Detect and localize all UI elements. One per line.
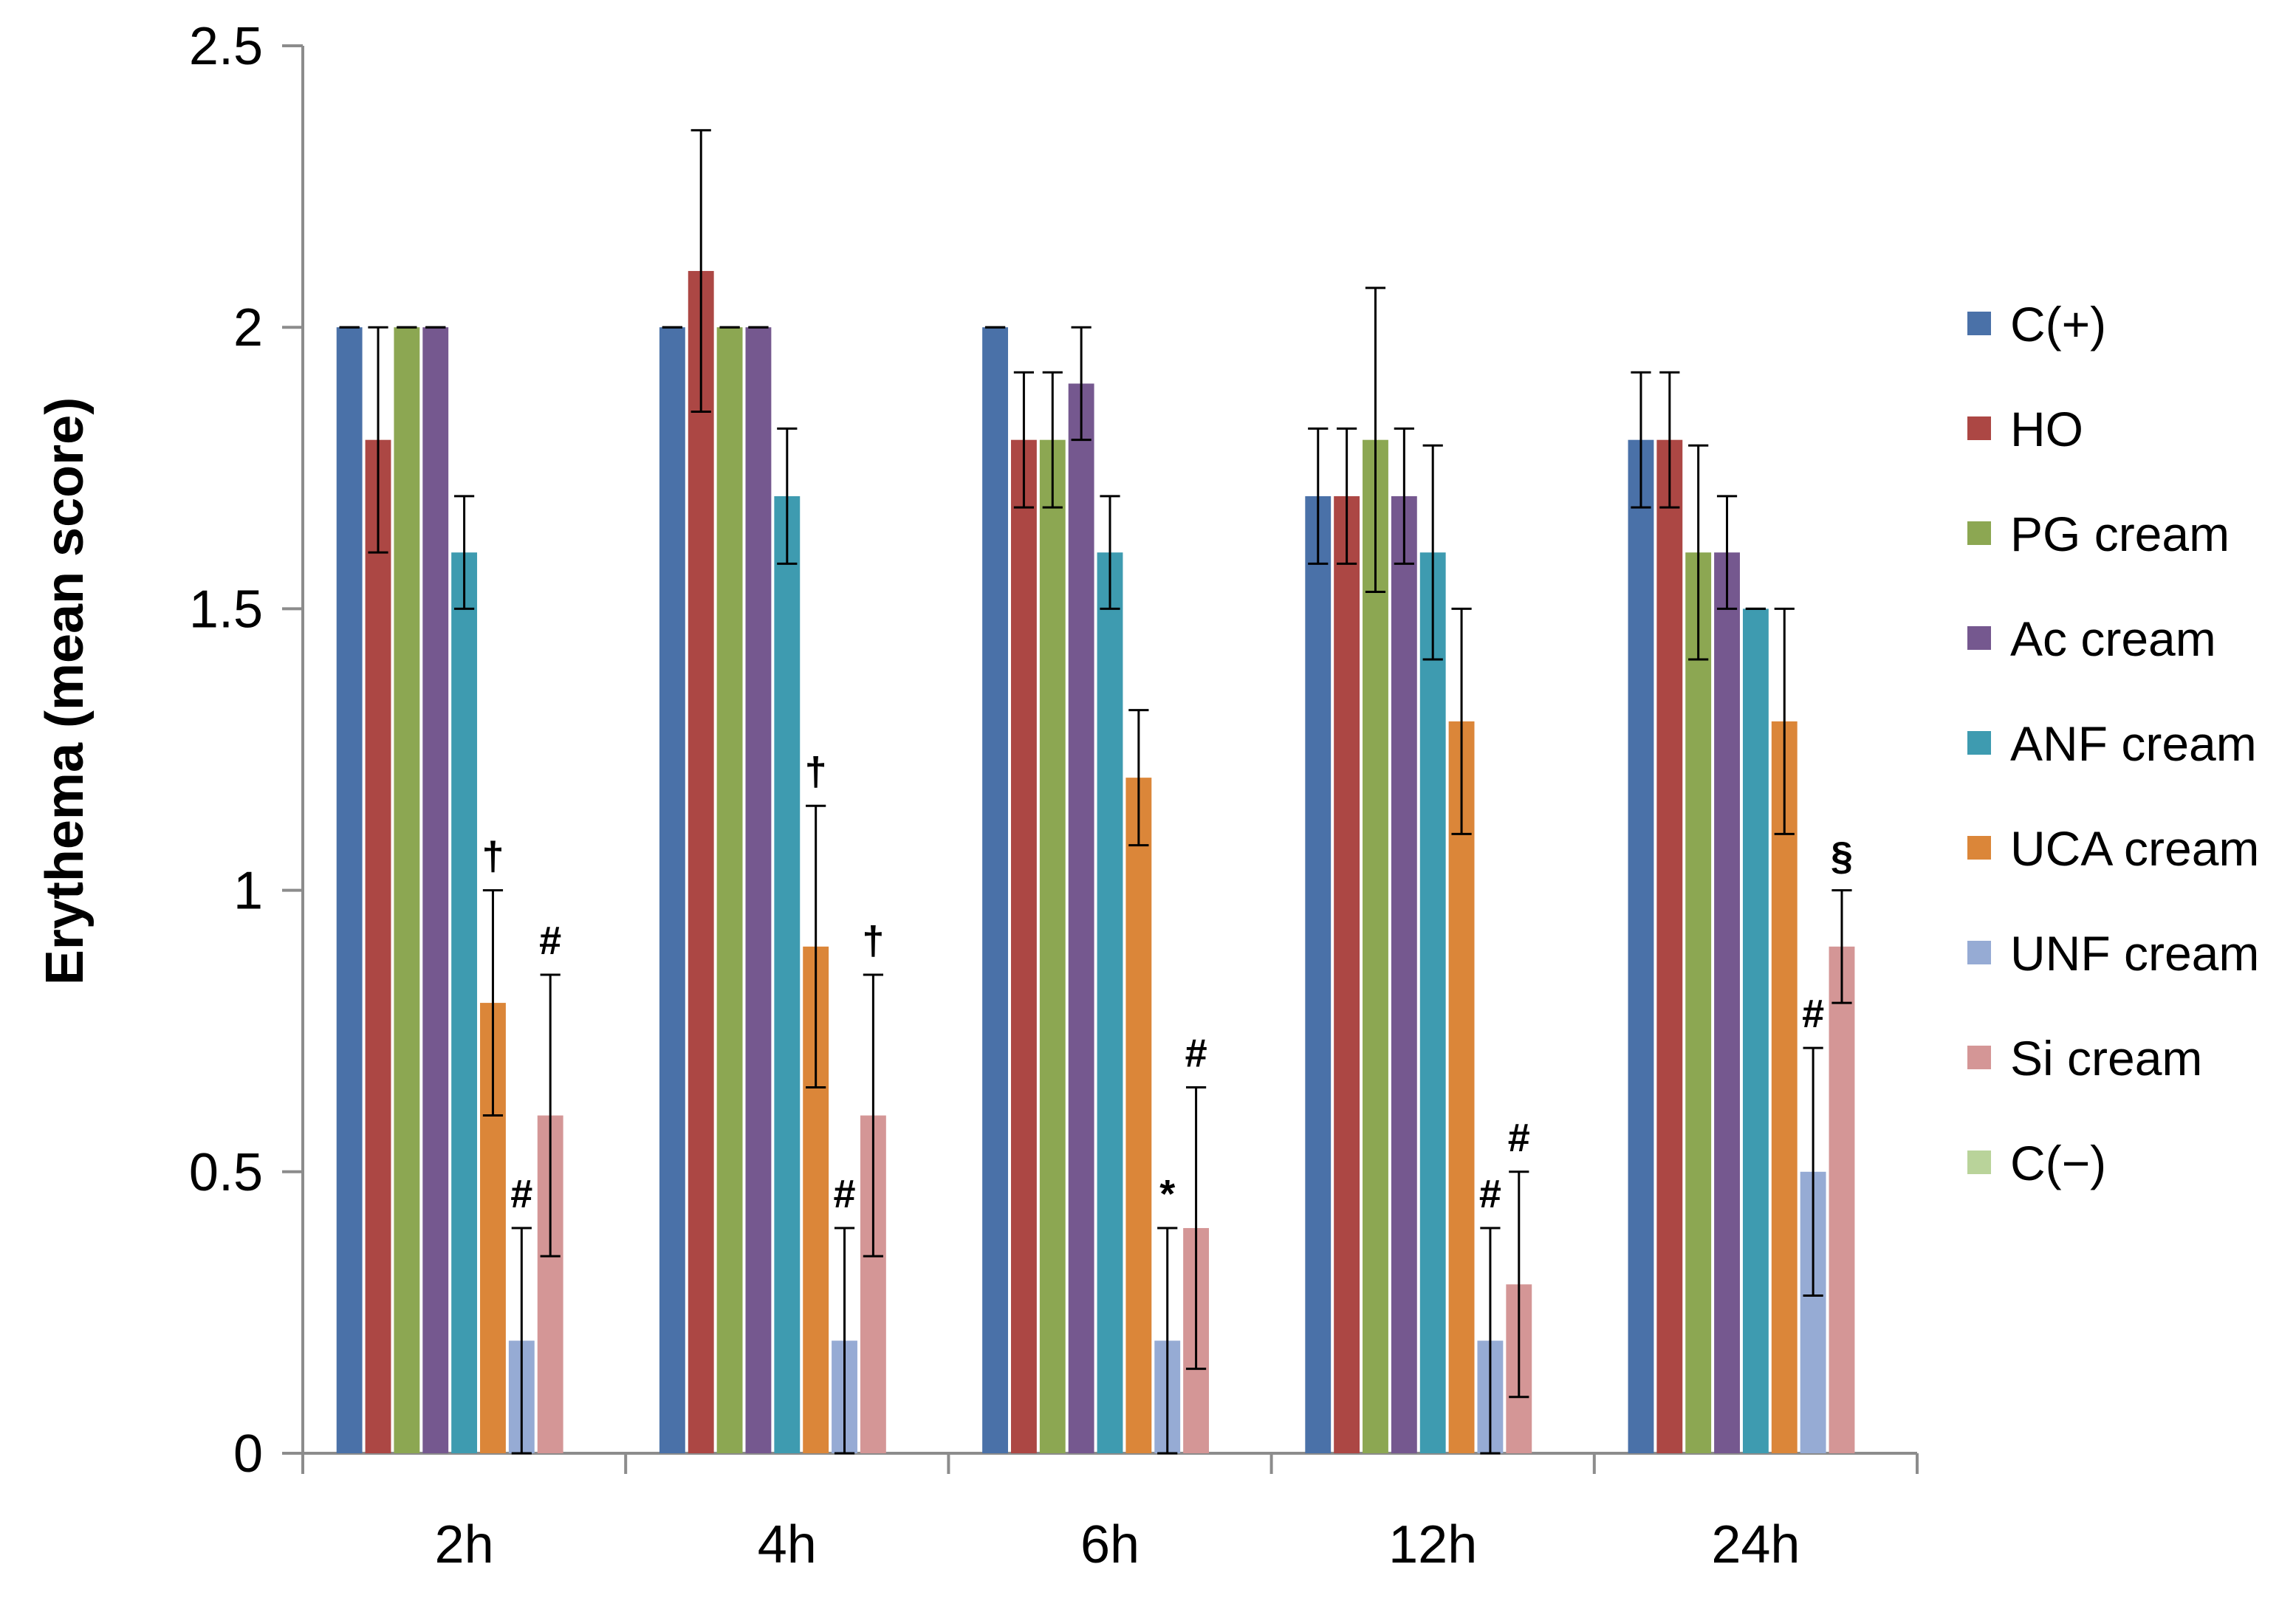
significance-marker: # [1802, 992, 1824, 1036]
legend-label: HO [2010, 402, 2083, 456]
bar [716, 327, 743, 1454]
bar [422, 327, 449, 1454]
bar [1068, 383, 1094, 1454]
significance-marker: # [1185, 1031, 1207, 1075]
bar [1391, 495, 1417, 1454]
legend-label: C(+) [2010, 297, 2106, 352]
bar [688, 270, 714, 1454]
bar [394, 327, 420, 1454]
x-category-label: 2h [435, 1515, 494, 1574]
bar [1448, 721, 1475, 1453]
bar [1656, 439, 1683, 1454]
legend-swatch [1967, 836, 1991, 860]
y-tick-label: 1 [233, 862, 263, 921]
bar [1829, 946, 1855, 1453]
bar [1039, 439, 1066, 1454]
y-tick-label: 1.5 [189, 580, 263, 639]
x-category-label: 24h [1711, 1515, 1800, 1574]
y-axis-label: Erythema (mean score) [35, 397, 95, 985]
bar [1363, 439, 1388, 1454]
bar [1628, 439, 1654, 1454]
bar [365, 439, 391, 1454]
bar [1125, 778, 1152, 1453]
y-tick-label: 0 [233, 1424, 263, 1484]
significance-marker: † [805, 750, 827, 794]
y-tick-label: 2.5 [189, 17, 263, 76]
significance-marker: # [1479, 1172, 1501, 1216]
significance-marker: # [510, 1172, 532, 1216]
significance-marker: # [539, 919, 561, 963]
legend-label: UCA cream [2010, 821, 2259, 876]
x-category-label: 4h [758, 1515, 817, 1574]
bar [1334, 495, 1360, 1454]
legend-swatch [1967, 626, 1991, 650]
significance-marker: † [862, 919, 884, 963]
legend-label: PG cream [2010, 507, 2230, 561]
bar [982, 327, 1008, 1454]
significance-marker: # [1508, 1116, 1530, 1160]
y-tick-label: 0.5 [189, 1143, 263, 1202]
bar [451, 552, 478, 1454]
significance-marker: § [1831, 834, 1853, 879]
legend-swatch [1967, 416, 1991, 440]
bar [336, 327, 363, 1454]
legend-swatch [1967, 941, 1991, 964]
legend-label: ANF cream [2010, 716, 2257, 771]
legend-swatch [1967, 312, 1991, 335]
legend-label: C(−) [2010, 1136, 2106, 1190]
significance-marker: † [482, 834, 504, 879]
bar [1305, 495, 1332, 1454]
bar [774, 495, 801, 1454]
legend-label: UNF cream [2010, 926, 2259, 981]
legend-swatch [1967, 731, 1991, 755]
legend-swatch [1967, 1151, 1991, 1174]
legend-label: Si cream [2010, 1031, 2202, 1086]
legend-swatch [1967, 521, 1991, 545]
x-category-label: 12h [1388, 1515, 1477, 1574]
significance-marker: * [1159, 1172, 1175, 1216]
bar [659, 327, 685, 1454]
bar [1010, 439, 1037, 1454]
bar [745, 327, 772, 1454]
bar [1685, 552, 1712, 1454]
significance-marker: # [834, 1172, 856, 1216]
x-category-label: 6h [1080, 1515, 1140, 1574]
bar [1771, 721, 1798, 1453]
bar [1419, 552, 1446, 1454]
bar [1097, 552, 1123, 1454]
bar [1714, 552, 1740, 1454]
legend-label: Ac cream [2010, 611, 2216, 666]
legend-swatch [1967, 1046, 1991, 1069]
bar [1742, 608, 1769, 1453]
y-tick-label: 2 [233, 298, 263, 357]
